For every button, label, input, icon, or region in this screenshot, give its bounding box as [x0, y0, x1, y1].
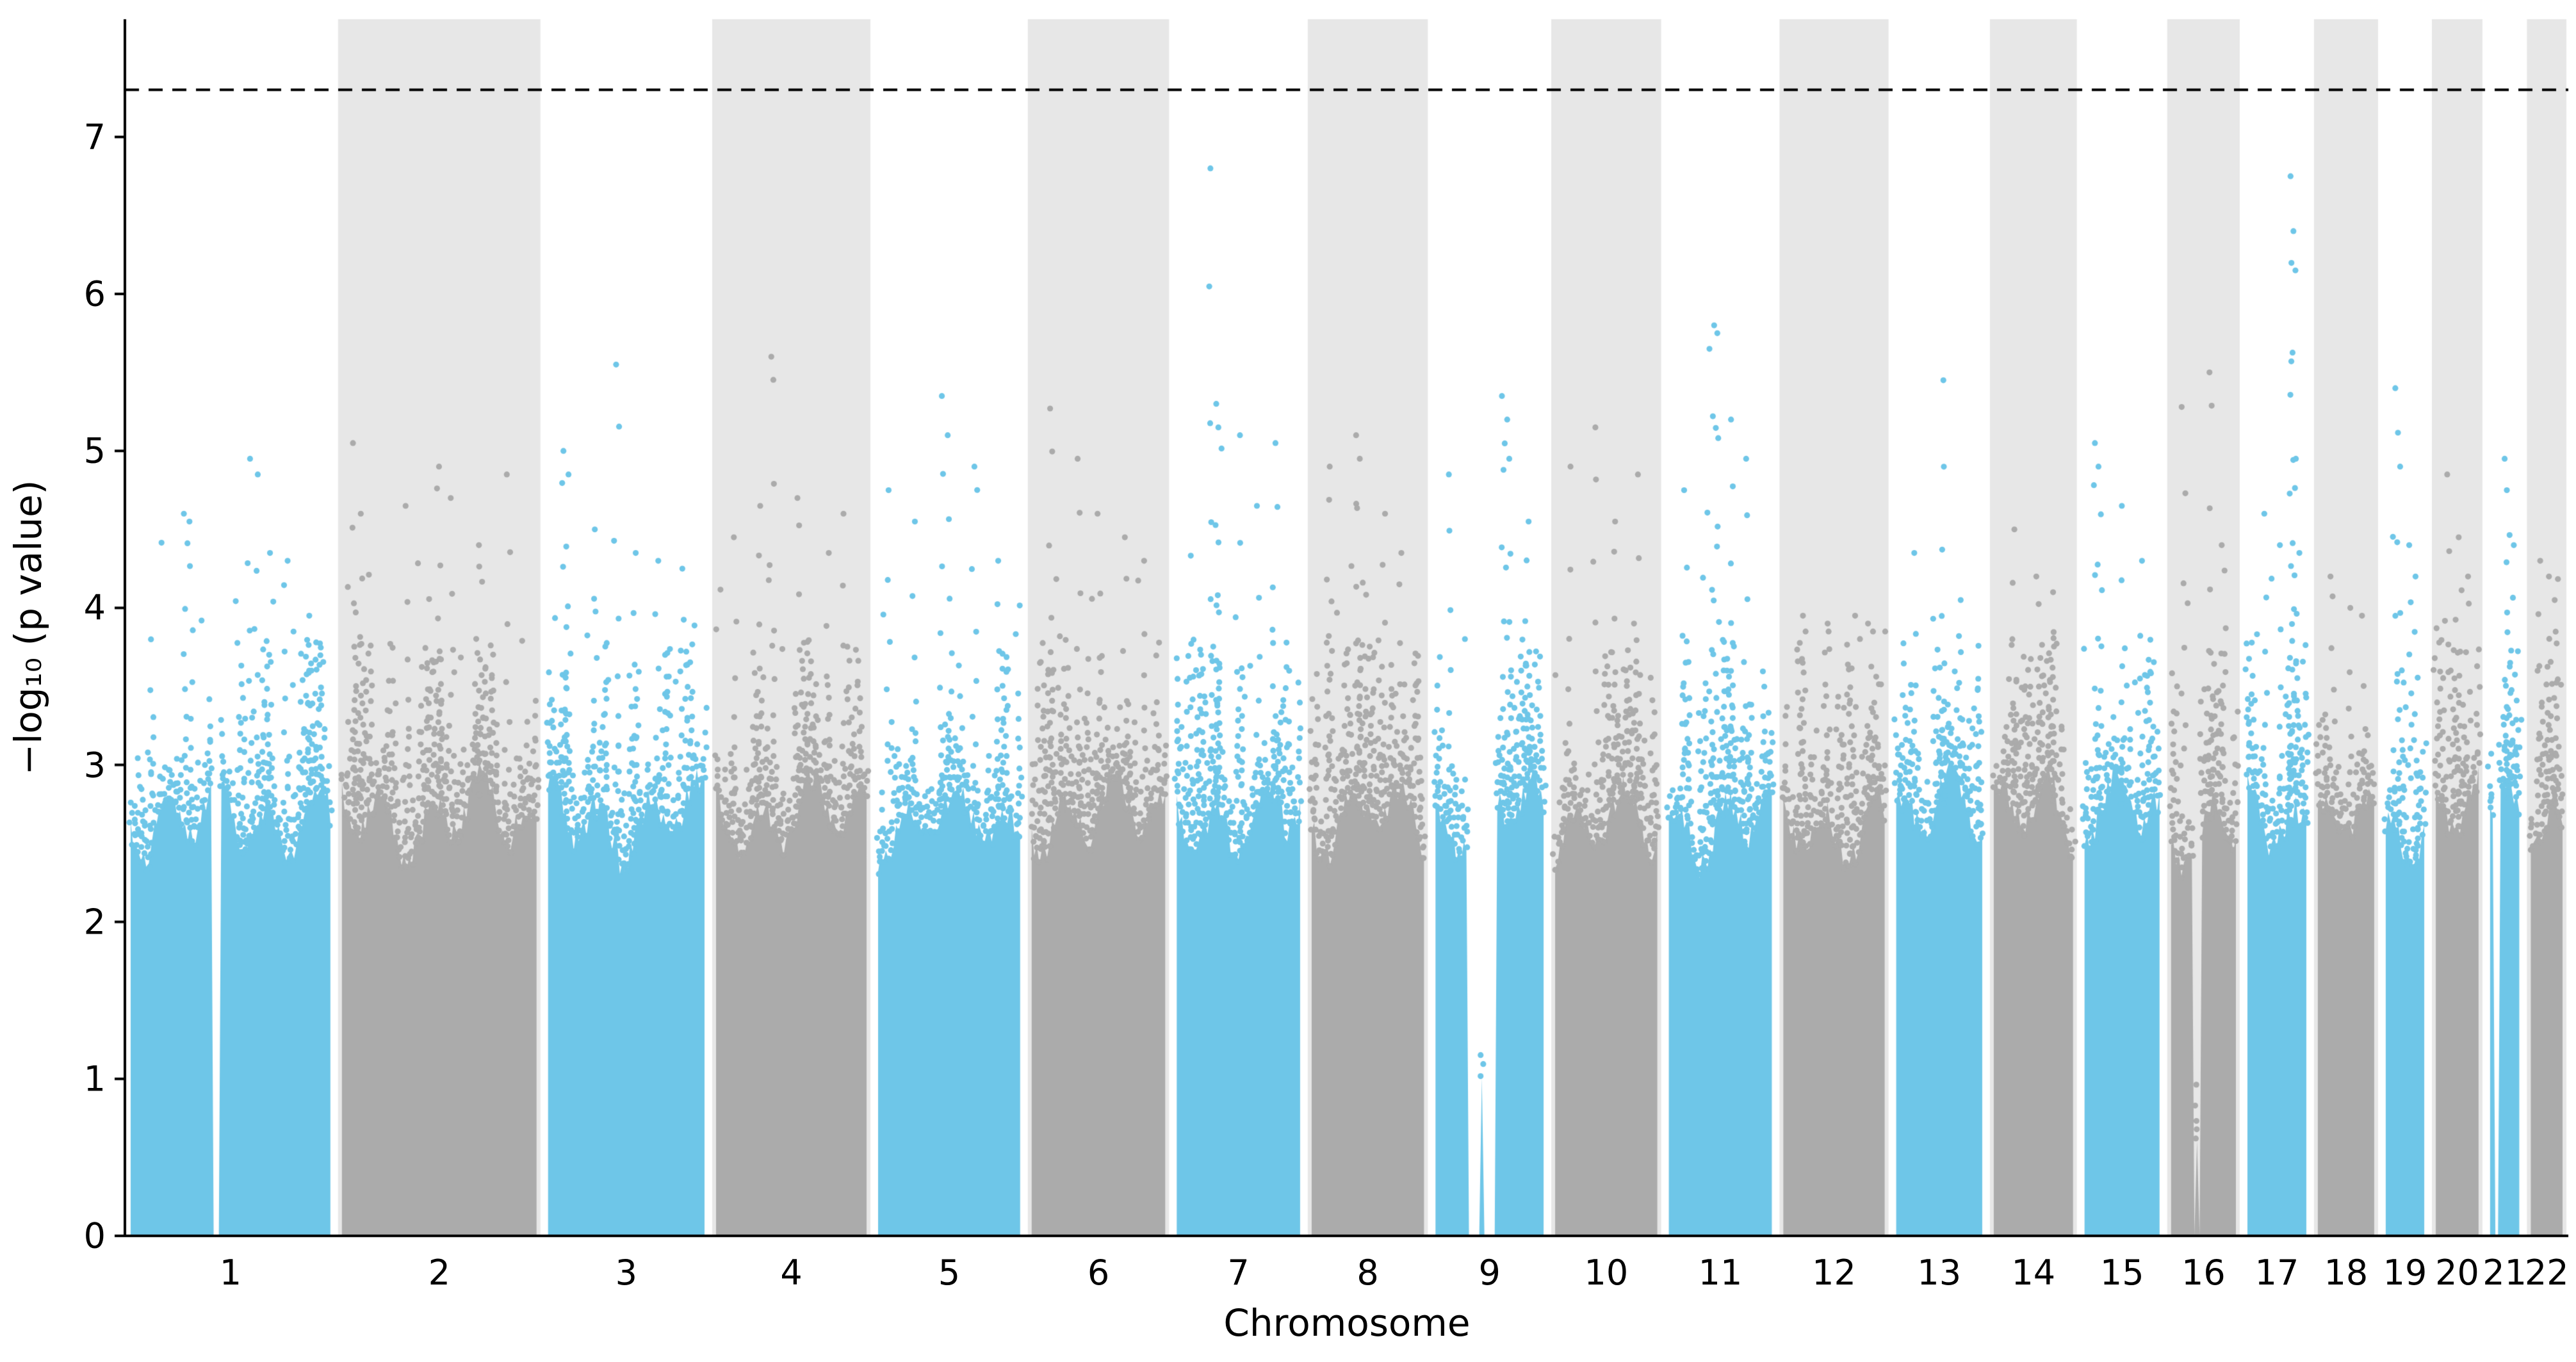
x-tick-label-chromosome: 22: [2524, 1253, 2569, 1293]
y-tick-label: 6: [83, 273, 106, 314]
x-tick-label-chromosome: 4: [780, 1253, 803, 1293]
x-tick-label-chromosome: 9: [1478, 1253, 1501, 1293]
x-tick-label-chromosome: 19: [2383, 1253, 2427, 1293]
x-tick-label-chromosome: 20: [2435, 1253, 2479, 1293]
y-tick-label: 2: [83, 902, 106, 943]
x-tick-label-chromosome: 7: [1227, 1253, 1250, 1293]
x-tick-label-chromosome: 14: [2011, 1253, 2056, 1293]
y-tick-label: 1: [83, 1058, 106, 1099]
x-tick-label-chromosome: 15: [2099, 1253, 2144, 1293]
x-tick-label-chromosome: 13: [1917, 1253, 1962, 1293]
x-tick-label-chromosome: 3: [615, 1253, 638, 1293]
y-tick-label: 3: [83, 745, 106, 786]
x-tick-label-chromosome: 18: [2324, 1253, 2368, 1293]
x-tick-label-chromosome: 8: [1357, 1253, 1379, 1293]
x-tick-label-chromosome: 16: [2181, 1253, 2226, 1293]
x-tick-label-chromosome: 10: [1584, 1253, 1629, 1293]
y-tick-label: 5: [83, 430, 106, 471]
x-tick-label-chromosome: 21: [2482, 1253, 2527, 1293]
x-tick-label-chromosome: 17: [2254, 1253, 2299, 1293]
x-tick-label-chromosome: 6: [1087, 1253, 1110, 1293]
y-axis-title: −log₁₀ (p value): [6, 480, 50, 775]
x-tick-label-chromosome: 5: [938, 1253, 961, 1293]
y-tick-label: 7: [83, 117, 106, 158]
y-tick-label: 4: [83, 587, 106, 628]
y-tick-label: 0: [83, 1215, 106, 1256]
x-tick-label-chromosome: 2: [428, 1253, 450, 1293]
x-tick-label-chromosome: 1: [219, 1253, 242, 1293]
x-axis-title: Chromosome: [1223, 1301, 1471, 1345]
x-tick-label-chromosome: 12: [1812, 1253, 1856, 1293]
x-tick-label-chromosome: 11: [1698, 1253, 1743, 1293]
